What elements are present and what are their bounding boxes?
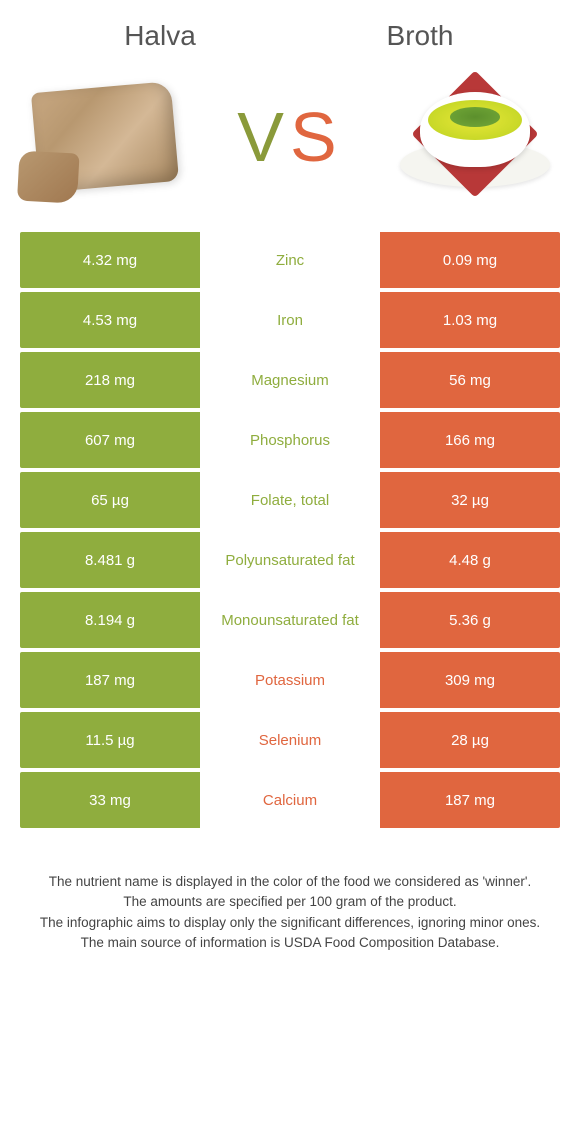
comparison-table: 4.32 mgZinc0.09 mg4.53 mgIron1.03 mg218 … <box>0 232 580 828</box>
nutrient-label: Selenium <box>200 712 380 768</box>
nutrient-label: Iron <box>200 292 380 348</box>
table-row: 8.481 gPolyunsaturated fat4.48 g <box>20 532 560 588</box>
value-right: 166 mg <box>380 412 560 468</box>
nutrient-label: Polyunsaturated fat <box>200 532 380 588</box>
table-row: 4.32 mgZinc0.09 mg <box>20 232 560 288</box>
footer-line: The infographic aims to display only the… <box>30 913 550 933</box>
value-right: 309 mg <box>380 652 560 708</box>
nutrient-label: Calcium <box>200 772 380 828</box>
footer-line: The nutrient name is displayed in the co… <box>30 872 550 892</box>
footer-line: The main source of information is USDA F… <box>30 933 550 953</box>
value-right: 56 mg <box>380 352 560 408</box>
vs-s: S <box>290 98 343 176</box>
vs-label: VS <box>237 97 342 177</box>
value-left: 11.5 µg <box>20 712 200 768</box>
value-left: 607 mg <box>20 412 200 468</box>
value-right: 28 µg <box>380 712 560 768</box>
value-right: 4.48 g <box>380 532 560 588</box>
table-row: 33 mgCalcium187 mg <box>20 772 560 828</box>
nutrient-label: Potassium <box>200 652 380 708</box>
hero-row: VS <box>0 62 580 232</box>
footer-notes: The nutrient name is displayed in the co… <box>0 832 580 973</box>
header-titles: Halva Broth <box>0 0 580 62</box>
nutrient-label: Phosphorus <box>200 412 380 468</box>
nutrient-label: Folate, total <box>200 472 380 528</box>
value-left: 218 mg <box>20 352 200 408</box>
value-left: 65 µg <box>20 472 200 528</box>
table-row: 8.194 gMonounsaturated fat5.36 g <box>20 592 560 648</box>
table-row: 11.5 µgSelenium28 µg <box>20 712 560 768</box>
broth-image <box>390 72 560 202</box>
value-right: 0.09 mg <box>380 232 560 288</box>
value-right: 187 mg <box>380 772 560 828</box>
footer-line: The amounts are specified per 100 gram o… <box>30 892 550 912</box>
value-left: 33 mg <box>20 772 200 828</box>
value-left: 187 mg <box>20 652 200 708</box>
title-left: Halva <box>30 20 290 52</box>
table-row: 4.53 mgIron1.03 mg <box>20 292 560 348</box>
nutrient-label: Monounsaturated fat <box>200 592 380 648</box>
value-left: 4.32 mg <box>20 232 200 288</box>
table-row: 218 mgMagnesium56 mg <box>20 352 560 408</box>
title-right: Broth <box>290 20 550 52</box>
table-row: 607 mgPhosphorus166 mg <box>20 412 560 468</box>
nutrient-label: Zinc <box>200 232 380 288</box>
value-left: 4.53 mg <box>20 292 200 348</box>
vs-v: V <box>237 98 290 176</box>
value-right: 1.03 mg <box>380 292 560 348</box>
halva-image <box>20 72 190 202</box>
value-left: 8.481 g <box>20 532 200 588</box>
value-right: 5.36 g <box>380 592 560 648</box>
table-row: 187 mgPotassium309 mg <box>20 652 560 708</box>
value-right: 32 µg <box>380 472 560 528</box>
value-left: 8.194 g <box>20 592 200 648</box>
nutrient-label: Magnesium <box>200 352 380 408</box>
table-row: 65 µgFolate, total32 µg <box>20 472 560 528</box>
